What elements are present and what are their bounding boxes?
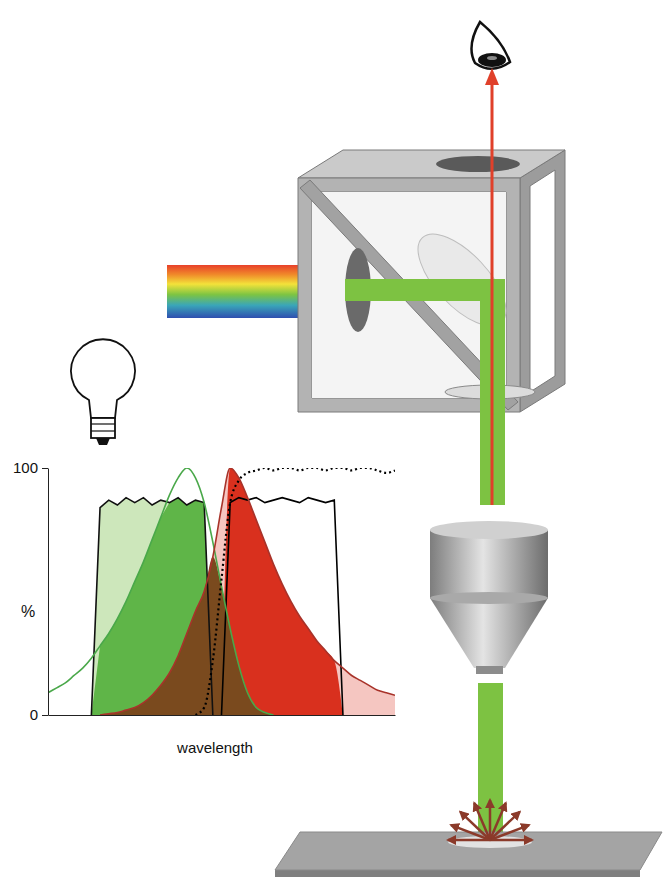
- dichroic-line: [195, 468, 395, 715]
- y-tick: 0: [30, 706, 48, 723]
- emitted-light-arrow: [460, 812, 490, 840]
- emission-ray: [491, 82, 494, 505]
- y-tick-label: 0: [30, 706, 38, 723]
- y-tick-mark: [42, 715, 48, 716]
- slide-top: [275, 832, 662, 870]
- objective-cone: [430, 598, 548, 668]
- bulb-thread: [91, 423, 115, 424]
- eye-pupil: [478, 53, 506, 67]
- emitted-light-arrow: [489, 800, 492, 840]
- y-axis-line: [48, 469, 49, 716]
- objective-barrel: [430, 530, 548, 598]
- bulb-thread: [91, 430, 115, 431]
- emitted-light-arrow: [490, 803, 506, 840]
- objective-tip: [476, 666, 503, 674]
- eye-highlight: [487, 56, 497, 60]
- cube-top-hole: [436, 156, 520, 172]
- cube-right-face: [520, 150, 565, 412]
- emitted-light-arrow: [448, 839, 490, 842]
- bulb-tip: [96, 438, 110, 445]
- x-axis-line: [49, 715, 396, 716]
- excitation-spectrum-line: [48, 468, 274, 715]
- x-axis-title: wavelength: [176, 739, 253, 756]
- emitted-light-arrow: [490, 812, 520, 840]
- eye-outline: [471, 22, 510, 69]
- filter-cube: [298, 150, 565, 412]
- slide-edge: [275, 870, 640, 877]
- emission-arrow-head: [485, 68, 499, 85]
- bulb-glass: [71, 339, 135, 418]
- spectrum-chart: 0 100% wavelength: [13, 459, 396, 756]
- y-axis-title: %: [21, 603, 35, 620]
- excitation-beam-horizontal: [345, 279, 495, 301]
- emission-spectrum-line: [100, 468, 395, 715]
- objective-top: [430, 521, 548, 539]
- excitation-filter-outline: [91, 498, 212, 715]
- emitted-light-arrow: [490, 839, 532, 842]
- x-axis: [49, 715, 396, 716]
- emitted-light-arrow: [451, 825, 490, 840]
- bulb-base: [91, 418, 115, 438]
- diagram: 0 100% wavelength: [0, 0, 666, 891]
- plot-area: [48, 468, 395, 715]
- y-tick-label: 100: [13, 459, 38, 476]
- cube-top-face: [298, 150, 565, 178]
- emission-filter-outline: [222, 498, 343, 715]
- objective-rim: [430, 592, 548, 604]
- y-axis: 0 100: [13, 459, 49, 723]
- y-tick-mark: [42, 468, 48, 469]
- y-tick: 100: [13, 459, 48, 476]
